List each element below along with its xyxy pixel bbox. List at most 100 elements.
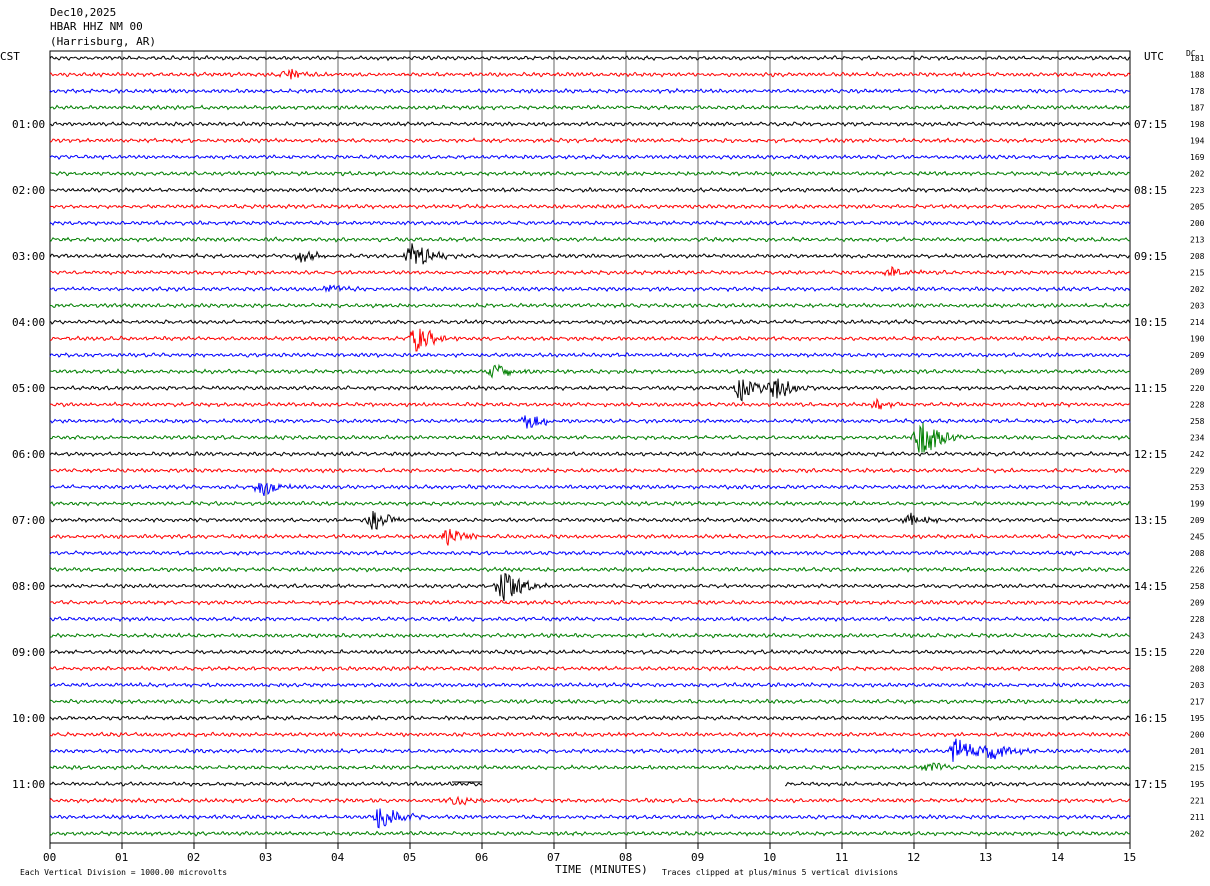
seismic-trace [49,378,1131,402]
dc-offset-label: 202 [1190,830,1205,839]
seismic-trace [49,328,1131,352]
dc-offset-label: 217 [1190,698,1205,707]
dc-offset-label: 226 [1190,566,1205,575]
minute-gridlines [121,51,1059,843]
dc-offset-label: 229 [1190,467,1205,476]
seismic-trace [49,698,1131,705]
x-tick-label: 15 [1123,851,1136,864]
dc-offset-label: 178 [1190,87,1205,96]
cst-hour-label: 03:00 [12,250,45,263]
dc-offset-label: 211 [1190,813,1205,822]
seismic-trace [49,572,1131,602]
dc-offset-label: 209 [1190,599,1205,608]
seismic-trace [49,549,1131,556]
dc-offset-label: 215 [1190,764,1205,773]
dc-offset-label: 202 [1190,285,1205,294]
x-tick-label: 05 [403,851,416,864]
x-tick-label: 09 [691,851,704,864]
seismic-trace [49,731,1131,738]
seismic-trace [49,104,1131,111]
x-tick-label: 04 [331,851,345,864]
seismic-trace [49,738,1131,762]
right-axis-title: UTC [1144,50,1164,63]
seismic-trace [49,284,1131,293]
seismic-trace [49,265,1131,277]
x-axis-label: TIME (MINUTES) [555,863,648,876]
seismic-trace [49,352,1131,359]
cst-hour-label: 04:00 [12,316,45,329]
footer-scale-note: Each Vertical Division = 1000.00 microvo… [20,868,227,877]
dc-offset-label: 202 [1190,170,1205,179]
seismic-trace [49,154,1131,161]
seismic-trace [49,415,1131,429]
seismic-trace [49,422,1131,453]
header-station: HBAR HHZ NM 00 [50,20,143,33]
cst-hour-label: 05:00 [12,382,45,395]
seismic-trace [49,780,1131,787]
dc-offset-label: 214 [1190,318,1205,327]
cst-hour-label: 01:00 [12,118,45,131]
dc-offset-label: 221 [1190,797,1205,806]
dc-offset-label: 205 [1190,203,1205,212]
dc-offset-label: 195 [1190,780,1205,789]
dc-offset-label: 187 [1190,104,1205,113]
dc-offset-label: 245 [1190,533,1205,542]
dc-offset-label: 220 [1190,648,1205,657]
dc-offset-label: 203 [1190,681,1205,690]
utc-hour-label: 13:15 [1134,514,1167,527]
dc-offset-label: 208 [1190,665,1205,674]
x-tick-label: 14 [1051,851,1065,864]
dc-offset-label: 208 [1190,252,1205,261]
dc-offset-label: 208 [1190,549,1205,558]
header-location: (Harrisburg, AR) [50,35,156,48]
seismic-trace [49,482,1131,497]
dc-offset-label: 242 [1190,450,1205,459]
seismic-trace [49,566,1131,573]
seismic-trace [49,665,1131,672]
cst-hour-label: 06:00 [12,448,45,461]
utc-hour-label: 17:15 [1134,778,1167,791]
utc-hour-label: 11:15 [1134,382,1167,395]
seismic-trace [49,121,1131,128]
x-tick-label: 02 [187,851,200,864]
left-axis-title: CST [0,50,20,63]
x-tick-label: 13 [979,851,992,864]
seismic-trace [49,632,1131,639]
dc-offset-label: 253 [1190,483,1205,492]
utc-hour-label: 15:15 [1134,646,1167,659]
utc-hour-label: 09:15 [1134,250,1167,263]
dc-offset-label: 258 [1190,417,1205,426]
dc-offset-label: 188 [1190,71,1205,80]
utc-hour-label: 07:15 [1134,118,1167,131]
seismic-trace [49,68,1131,80]
cst-hour-labels: 01:00 02:00 03:00 04:00 05:00 06:00 07:00 08:00… [12,118,45,791]
dc-offset-label: 200 [1190,219,1205,228]
dc-offset-label: 190 [1190,335,1205,344]
seismic-trace [49,681,1131,689]
utc-hour-label: 16:15 [1134,712,1167,725]
dc-offset-label: 201 [1190,747,1205,756]
x-tick-label: 03 [259,851,272,864]
seismic-trace [49,363,1131,379]
utc-hour-label: 12:15 [1134,448,1167,461]
utc-hour-label: 10:15 [1134,316,1167,329]
cst-hour-label: 11:00 [12,778,45,791]
x-axis-ticks: 00 01 02 03 04 05 06 07 08 09 10 11 12 13 14 15 [43,843,1136,864]
utc-hour-labels: 07:15 08:15 09:15 10:15 11:15 12:15 13:15 14:15… [1134,118,1167,791]
x-tick-label: 00 [43,851,56,864]
x-tick-label: 08 [619,851,632,864]
seismic-trace [49,714,1131,722]
dc-offset-label: 223 [1190,186,1205,195]
dc-title: DC [1186,49,1196,58]
dc-offset-label: 258 [1190,582,1205,591]
dc-offset-label: 215 [1190,269,1205,278]
seismic-trace [49,450,1131,458]
x-tick-label: 07 [547,851,560,864]
seismic-trace [49,186,1131,194]
dc-offset-label: 209 [1190,516,1205,525]
seismic-trace [49,762,1131,772]
seismic-trace [49,599,1131,606]
seismic-trace [49,219,1131,227]
dc-offset-label: 234 [1190,434,1205,443]
seismic-traces [49,54,1131,837]
